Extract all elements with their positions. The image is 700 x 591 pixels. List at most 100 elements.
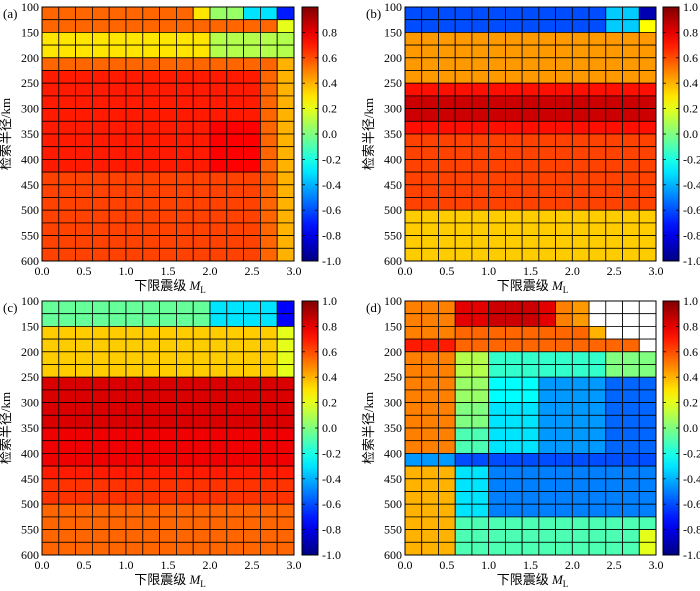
heatmap-cell xyxy=(454,95,473,110)
heatmap-cell xyxy=(209,325,228,340)
heatmap-cell xyxy=(404,541,423,556)
heatmap-cell xyxy=(588,452,607,467)
heatmap-cell xyxy=(175,235,194,249)
heatmap-cell xyxy=(159,158,177,173)
heatmap-cell xyxy=(521,389,540,403)
heatmap-cell xyxy=(438,82,456,97)
heatmap-cell xyxy=(555,313,573,327)
heatmap-cell xyxy=(92,478,110,492)
heatmap-cell xyxy=(209,82,228,97)
heatmap-cell xyxy=(243,414,261,429)
heatmap-cell xyxy=(108,32,127,46)
heatmap-cell xyxy=(538,197,556,211)
heatmap-cell xyxy=(454,300,473,315)
heatmap-cell xyxy=(404,70,423,84)
heatmap-cell xyxy=(404,491,423,505)
heatmap-cell xyxy=(404,146,423,160)
heatmap-cell xyxy=(75,325,93,340)
heatmap-cell xyxy=(571,541,590,556)
heatmap-cell xyxy=(504,184,523,198)
heatmap-cell xyxy=(504,44,523,59)
heatmap-cell xyxy=(521,325,540,340)
heatmap-cell xyxy=(92,19,110,33)
heatmap-cell xyxy=(243,389,261,403)
heatmap-cell xyxy=(41,158,60,173)
heatmap-cell xyxy=(521,516,540,531)
heatmap-cell xyxy=(125,158,144,173)
heatmap-cell xyxy=(538,70,556,84)
heatmap-cell xyxy=(404,95,423,110)
heatmap-cell xyxy=(75,133,93,148)
heatmap-cell xyxy=(538,376,556,391)
heatmap-cell xyxy=(92,491,110,505)
heatmap-cell xyxy=(92,197,110,211)
heatmap-cell xyxy=(259,82,278,97)
heatmap-cell xyxy=(108,465,127,480)
heatmap-cell xyxy=(454,108,473,122)
heatmap-cell xyxy=(159,364,177,378)
heatmap-cell xyxy=(454,325,473,340)
heatmap-cell xyxy=(538,19,556,33)
y-tick-label: 200 xyxy=(21,51,39,65)
heatmap-cell xyxy=(75,158,93,173)
heatmap-cell xyxy=(226,313,245,327)
heatmap-cell xyxy=(521,120,540,135)
heatmap-cell xyxy=(41,313,60,327)
heatmap-cell xyxy=(438,313,456,327)
heatmap-cell xyxy=(75,351,93,365)
heatmap-cell xyxy=(75,389,93,403)
heatmap-cell xyxy=(259,57,278,71)
heatmap-cell xyxy=(75,300,93,315)
heatmap-cell xyxy=(555,351,573,365)
y-tick-label: 150 xyxy=(21,25,39,39)
heatmap-cell xyxy=(41,376,60,391)
heatmap-cell xyxy=(175,57,194,71)
heatmap-cell xyxy=(226,529,245,543)
heatmap-cell xyxy=(92,120,110,135)
heatmap-cell xyxy=(276,491,295,505)
heatmap-cell xyxy=(259,44,278,59)
heatmap-cell xyxy=(108,452,127,467)
heatmap-cell xyxy=(521,171,540,186)
heatmap-cell xyxy=(259,465,278,480)
colorbar-tick-label: -0.4 xyxy=(683,472,700,486)
heatmap-cell xyxy=(159,389,177,403)
heatmap-cell xyxy=(58,120,76,135)
heatmap-cell xyxy=(454,222,473,236)
heatmap-cell xyxy=(92,338,110,353)
y-tick-label: 200 xyxy=(21,345,39,359)
heatmap-cell xyxy=(421,529,439,543)
heatmap-cell xyxy=(438,171,456,186)
heatmap-cell xyxy=(192,465,211,480)
heatmap-cell xyxy=(108,529,127,543)
heatmap-cell xyxy=(192,44,211,59)
heatmap-cell xyxy=(588,95,607,110)
heatmap-cell xyxy=(638,516,657,531)
heatmap-cell xyxy=(555,6,573,21)
heatmap-cell xyxy=(605,414,623,429)
heatmap-cell xyxy=(159,222,177,236)
heatmap-cell xyxy=(404,235,423,249)
heatmap-cell xyxy=(605,376,623,391)
heatmap-cell xyxy=(421,184,439,198)
heatmap-cell xyxy=(605,32,623,46)
heatmap-cell xyxy=(192,389,211,403)
heatmap-cell xyxy=(421,158,439,173)
heatmap-cell xyxy=(454,516,473,531)
heatmap-cell xyxy=(488,376,506,391)
x-tick-label: 1.0 xyxy=(119,264,134,278)
heatmap-cell xyxy=(571,158,590,173)
heatmap-cell xyxy=(521,503,540,518)
heatmap-cell xyxy=(75,209,93,224)
heatmap-cell xyxy=(605,529,623,543)
heatmap-cell xyxy=(243,478,261,492)
heatmap-cell xyxy=(605,44,623,59)
colorbar-tick-label: -0.6 xyxy=(683,203,700,217)
heatmap-cell xyxy=(175,402,194,416)
heatmap-cell xyxy=(438,146,456,160)
heatmap-cell xyxy=(125,57,144,71)
heatmap-cell xyxy=(521,529,540,543)
colorbar-tick-label: 0.2 xyxy=(683,396,698,410)
heatmap-cell xyxy=(75,235,93,249)
heatmap-cell xyxy=(504,465,523,480)
